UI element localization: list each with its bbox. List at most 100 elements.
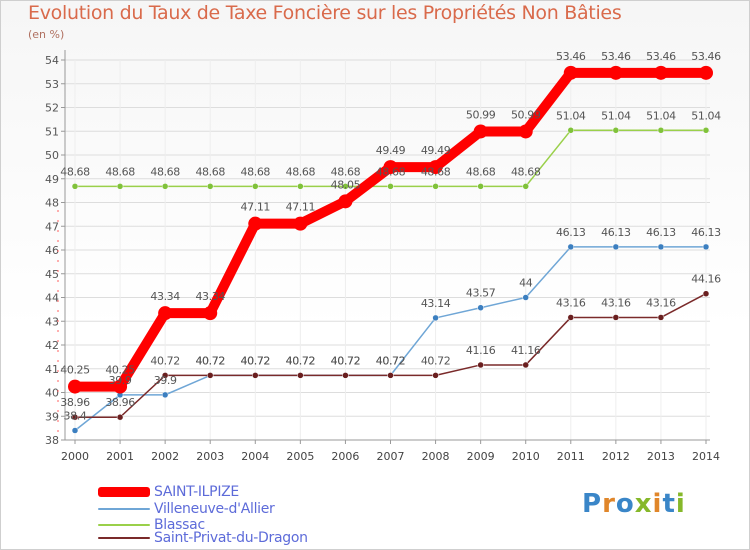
data-point <box>71 427 79 434</box>
data-label: 48.68 <box>286 165 316 178</box>
data-point <box>293 216 308 231</box>
data-point <box>252 183 259 190</box>
x-tick-label: 2012 <box>602 450 630 463</box>
data-label: 48.68 <box>376 165 406 178</box>
data-label: 51.04 <box>691 109 721 122</box>
data-point <box>161 183 169 190</box>
data-label: 53.46 <box>556 50 586 63</box>
data-point <box>71 413 79 421</box>
y-tick-label: 44 <box>45 292 59 305</box>
data-label: 53.46 <box>601 50 631 63</box>
data-label: 53.46 <box>691 50 721 63</box>
x-tick-label: 2010 <box>512 450 540 463</box>
data-point <box>206 183 214 190</box>
data-point <box>473 124 488 139</box>
data-point <box>522 361 529 369</box>
data-point <box>161 391 169 399</box>
data-label: 50.99 <box>511 108 541 121</box>
y-tick-label: 52 <box>45 102 59 115</box>
data-label: 40.72 <box>150 354 180 367</box>
data-point <box>428 160 443 175</box>
legend-swatch-villeneuve <box>98 508 150 510</box>
y-tick-label: 53 <box>45 78 59 91</box>
data-point <box>387 372 394 379</box>
data-label: 48.68 <box>105 165 135 178</box>
legend-label: Saint-Privat-du-Dragon <box>154 530 308 546</box>
x-tick-label: 2008 <box>422 450 450 463</box>
data-label: 43.16 <box>646 296 676 309</box>
y-tick-label: 54 <box>45 54 59 67</box>
data-point <box>206 372 214 379</box>
data-label: 43.57 <box>466 287 496 300</box>
y-tick-label: 38 <box>45 434 59 447</box>
data-label: 40.72 <box>241 354 271 367</box>
y-tick-label: 45 <box>45 268 59 281</box>
data-label: 48.68 <box>241 165 271 178</box>
data-point <box>657 314 665 321</box>
data-label: 40.72 <box>286 354 316 367</box>
data-label: 47.11 <box>241 201 271 214</box>
data-point <box>563 65 578 80</box>
data-point <box>653 65 668 80</box>
data-point <box>71 183 79 190</box>
data-label: 46.13 <box>556 226 586 239</box>
legend-label: SAINT-ILPIZE <box>154 484 239 500</box>
data-point <box>116 183 124 190</box>
data-point <box>297 183 304 190</box>
proxiti-logo: Proxiti <box>582 489 686 519</box>
data-point <box>477 183 484 190</box>
data-point <box>297 372 304 379</box>
y-tick-label: 39 <box>45 410 59 423</box>
data-point <box>477 361 484 369</box>
data-label: 38.96 <box>105 396 135 409</box>
y-tick-label: 48 <box>45 197 59 210</box>
data-label: 44 <box>519 277 533 290</box>
x-tick-label: 2011 <box>557 450 585 463</box>
data-label: 48.68 <box>421 165 451 178</box>
data-label: 49.49 <box>376 144 406 157</box>
data-label: 47.11 <box>286 201 316 214</box>
legend-item-saint-privat: Saint-Privat-du-Dragon <box>98 530 308 546</box>
data-label: 40.72 <box>331 354 361 367</box>
y-tick-label: 47 <box>45 220 59 233</box>
y-tick-label: 40 <box>45 387 59 400</box>
x-tick-label: 2004 <box>241 450 269 463</box>
legend-label: Blassac <box>154 517 205 533</box>
legend-label: Villeneuve-d'Allier <box>154 501 275 517</box>
data-point <box>158 306 173 321</box>
data-label: 40.72 <box>286 354 316 367</box>
data-point <box>518 124 533 139</box>
data-label: 49.49 <box>421 144 451 157</box>
data-point <box>342 183 349 190</box>
y-tick-label: 41 <box>45 363 59 376</box>
data-point <box>116 413 124 421</box>
data-label: 40.25 <box>60 364 90 377</box>
unit-label: (en %) <box>28 28 65 41</box>
data-point <box>657 127 665 134</box>
data-label: 40.25 <box>105 364 135 377</box>
data-point <box>338 194 353 209</box>
data-label: 48.68 <box>60 165 90 178</box>
data-label: 48.68 <box>511 165 541 178</box>
data-point <box>657 243 665 251</box>
x-tick-label: 2001 <box>106 450 134 463</box>
data-point <box>567 314 575 321</box>
data-label: 50.99 <box>466 108 496 121</box>
legend-item-saint-ilpize: SAINT-ILPIZE <box>98 484 239 500</box>
data-label: 51.04 <box>601 109 631 122</box>
data-label: 40.72 <box>241 354 271 367</box>
x-tick-label: 2003 <box>196 450 224 463</box>
data-point <box>161 372 169 379</box>
data-point <box>608 65 623 80</box>
data-label: 48.68 <box>195 165 225 178</box>
data-point <box>387 183 394 190</box>
data-label: 41.16 <box>511 344 541 357</box>
data-point <box>522 183 529 190</box>
x-tick-label: 2013 <box>647 450 675 463</box>
data-label: 40.72 <box>195 354 225 367</box>
data-label: 43.34 <box>150 290 180 303</box>
x-tick-label: 2005 <box>286 450 314 463</box>
data-label: 40.72 <box>376 354 406 367</box>
y-tick-label: 42 <box>45 339 59 352</box>
y-tick-label: 43 <box>45 315 59 328</box>
